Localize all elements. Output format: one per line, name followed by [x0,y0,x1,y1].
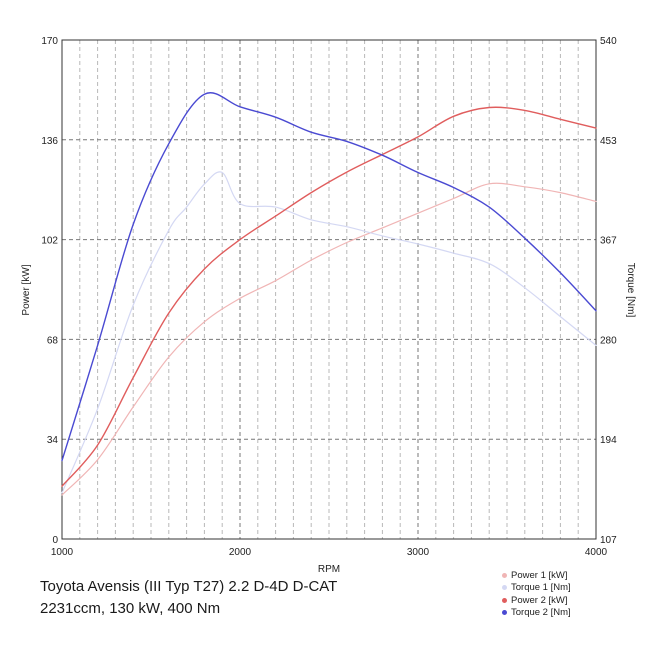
caption-vehicle: Toyota Avensis (III Typ T27) 2.2 D-4D D-… [40,578,338,595]
power-2-line [61,106,597,487]
x-tick-label: 2000 [229,547,252,558]
y-tick-label-left: 136 [41,136,58,147]
legend-marker [502,610,507,616]
legend-label: Power 1 [kW] [511,569,568,581]
y-tick-label-left: 34 [47,435,59,446]
legend-marker [502,572,507,578]
series-lines [61,92,597,496]
y-tick-label-right: 194 [600,435,617,446]
legend-label: Power 2 [kW] [511,594,568,606]
legend-item: Torque 2 [Nm] [502,607,571,620]
legend-item: Torque 1 [Nm] [502,582,571,595]
y-axis-left-label: Power [kW] [21,264,32,315]
y-tick-label-right: 280 [600,335,617,346]
legend-marker [502,585,507,591]
y-tick-label-left: 170 [41,36,58,47]
plot-frame [61,39,597,540]
y-tick-label-left: 68 [47,335,59,346]
plot-background [62,40,596,539]
y-axis-right-label: Torque [Nm] [625,263,636,318]
x-tick-label: 4000 [585,547,608,558]
y-tick-label-right: 540 [600,36,617,47]
y-tick-label-right: 367 [600,236,617,247]
y-tick-label-left: 0 [52,535,58,546]
tick-labels: 1000 2000 3000 4000 0 34 68 102 136 170 107 194 280 3… [41,36,617,558]
x-tick-label: 3000 [407,547,430,558]
y-tick-label-left: 102 [41,236,58,247]
legend-item: Power 1 [kW] [502,569,571,582]
torque-2-line [61,92,597,462]
power-1-line [61,182,597,496]
legend-marker [502,597,507,603]
grid [62,40,596,539]
y-tick-label-right: 107 [600,535,617,546]
x-tick-label: 1000 [51,547,74,558]
legend-item: Power 2 [kW] [502,594,571,607]
y-tick-label-right: 453 [600,136,617,147]
caption-specs: 2231ccm, 130 kW, 400 Nm [40,600,221,617]
legend: Power 1 [kW] Torque 1 [Nm] Power 2 [kW] … [502,569,571,619]
legend-label: Torque 2 [Nm] [511,607,571,619]
legend-label: Torque 1 [Nm] [511,582,571,594]
torque-1-line [61,171,597,494]
x-axis-label: RPM [318,564,340,575]
